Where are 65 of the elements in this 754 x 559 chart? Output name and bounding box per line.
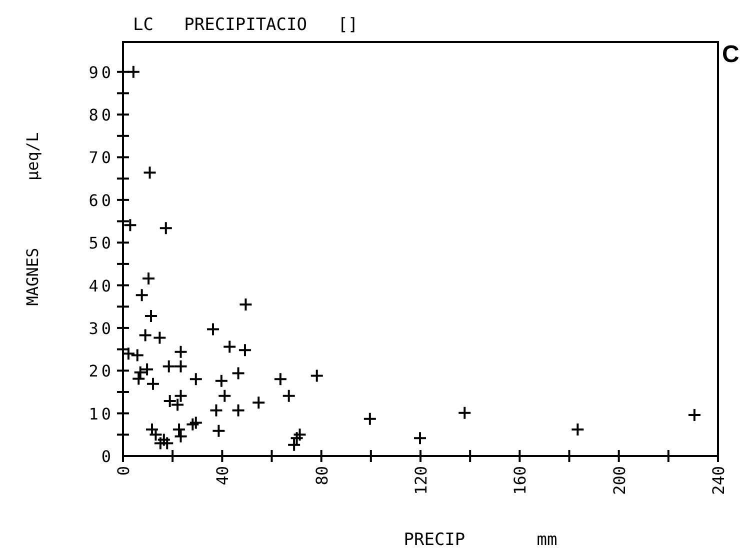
point — [144, 309, 158, 324]
point — [362, 412, 377, 426]
y-tick-label: 20 — [88, 362, 114, 381]
point — [287, 438, 302, 452]
point — [231, 403, 246, 418]
point — [133, 365, 148, 380]
point — [238, 297, 253, 312]
point — [138, 328, 152, 342]
point — [252, 396, 266, 410]
point — [186, 417, 200, 432]
point — [134, 288, 149, 302]
x-tick-label: 0 — [114, 466, 133, 476]
point — [140, 362, 154, 376]
point — [172, 422, 186, 437]
point — [222, 340, 237, 354]
point — [310, 368, 324, 383]
y-axis-title: MAGNES µeq/L — [23, 132, 42, 306]
point — [142, 271, 156, 286]
point — [123, 218, 138, 232]
point — [152, 330, 167, 345]
x-tick-label: 200 — [610, 466, 629, 495]
point — [570, 422, 585, 437]
point — [174, 344, 188, 359]
x-tick-label: 40 — [213, 466, 232, 486]
y-tick-label: 60 — [88, 190, 114, 210]
y-tick-label: 30 — [88, 318, 114, 338]
y-tick-label: 0 — [101, 447, 114, 466]
point — [142, 166, 157, 180]
y-tick-label: 90 — [88, 62, 114, 82]
point — [132, 372, 146, 386]
x-tick-label: 160 — [510, 466, 530, 495]
point — [146, 376, 160, 391]
point — [212, 424, 226, 438]
x-tick-label: 120 — [412, 466, 430, 495]
chart-title: LC PRECIPITACIO [] — [133, 15, 358, 35]
point — [413, 431, 428, 446]
y-tick-label: 40 — [88, 276, 114, 296]
point — [188, 416, 203, 430]
point — [162, 359, 176, 374]
point — [174, 429, 188, 444]
y-tick-label: 80 — [88, 106, 114, 125]
point — [206, 322, 220, 336]
point — [292, 428, 307, 442]
point — [238, 343, 252, 358]
y-tick-label: 50 — [88, 234, 114, 253]
point — [282, 388, 296, 403]
point — [209, 403, 224, 418]
point — [458, 406, 472, 420]
point — [273, 372, 288, 386]
x-tick-label: 80 — [312, 466, 332, 486]
point — [290, 431, 304, 446]
point — [188, 372, 203, 386]
x-axis-title: PRECIP mm — [404, 530, 558, 550]
y-tick-label: 10 — [88, 404, 114, 424]
y-tick-label: 70 — [88, 148, 114, 168]
point — [687, 408, 702, 422]
point — [174, 388, 188, 403]
point — [218, 388, 232, 403]
point — [174, 359, 188, 374]
text: C — [722, 41, 740, 68]
point — [214, 374, 228, 388]
point — [130, 348, 144, 362]
point — [231, 366, 246, 380]
x-tick-label: 240 — [709, 466, 728, 495]
point — [158, 221, 173, 236]
